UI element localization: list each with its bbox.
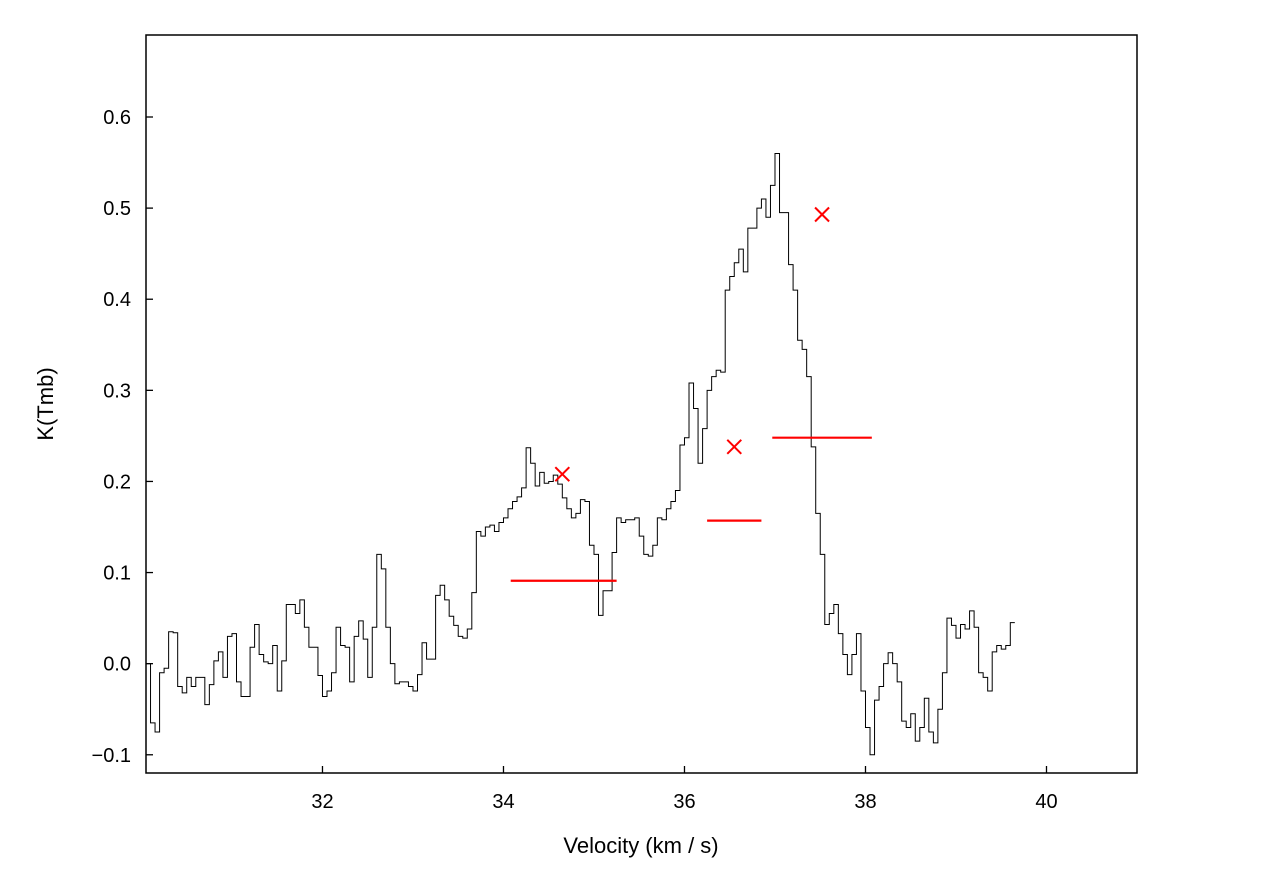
peak-marker-3 xyxy=(814,206,830,223)
x-tick-label-40: 40 xyxy=(1035,791,1057,813)
x-tick-label-34: 34 xyxy=(492,791,514,813)
x-tick-label-32: 32 xyxy=(311,791,333,813)
plot-frame xyxy=(145,34,1138,774)
y-tick-label-1: 0.0 xyxy=(103,654,131,676)
plot-area xyxy=(146,152,1015,756)
y-tick-label-0: −0.1 xyxy=(92,745,131,767)
y-tick-label-5: 0.4 xyxy=(103,289,131,311)
y-tick-label-6: 0.5 xyxy=(103,198,131,220)
x-tick-label-36: 36 xyxy=(673,791,695,813)
x-axis-ticks: 32 34 36 38 40 xyxy=(311,766,1058,813)
peak-marker-2 xyxy=(726,439,742,455)
y-tick-label-4: 0.3 xyxy=(103,380,131,402)
spectrum-line xyxy=(146,152,1015,756)
x-tick-label-38: 38 xyxy=(854,791,876,813)
y-axis-label: K(Tmb) xyxy=(33,367,58,440)
y-tick-label-2: 0.1 xyxy=(103,563,131,585)
y-axis-ticks: −0.1 0.0 0.1 0.2 0.3 0.4 0.5 0.6 xyxy=(92,107,153,767)
x-axis-label: Velocity (km / s) xyxy=(563,833,718,858)
y-tick-label-7: 0.6 xyxy=(103,107,131,129)
y-tick-label-3: 0.2 xyxy=(103,471,131,493)
peak-marker-1 xyxy=(554,466,571,482)
